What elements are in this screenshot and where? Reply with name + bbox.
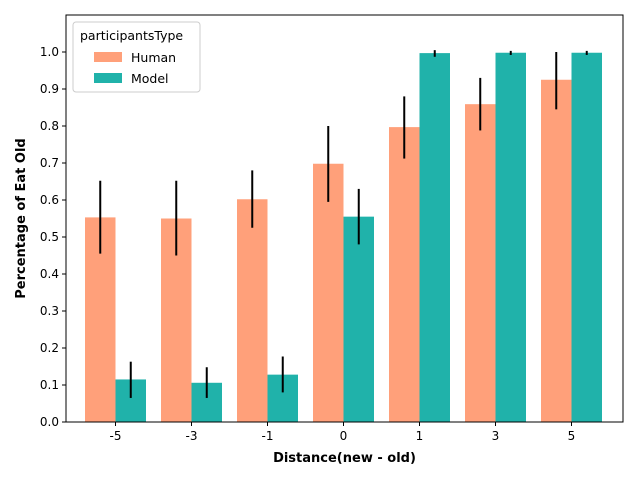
x-tick-label: 1 bbox=[416, 429, 424, 443]
legend-swatch-human bbox=[94, 52, 122, 62]
x-tick-label: 0 bbox=[340, 429, 348, 443]
x-tick-label: -3 bbox=[186, 429, 198, 443]
bar-human-0 bbox=[313, 163, 344, 423]
plot-frame bbox=[65, 14, 624, 423]
bar-human--1 bbox=[237, 199, 268, 422]
bars-layer bbox=[85, 52, 602, 423]
y-tick-label: 0.9 bbox=[40, 82, 59, 96]
bar-human-1 bbox=[389, 127, 420, 423]
y-tick-label: 0.1 bbox=[40, 378, 59, 392]
x-tick-label: 5 bbox=[568, 429, 576, 443]
y-tick-label: 0.4 bbox=[40, 267, 59, 281]
y-tick-label: 1.0 bbox=[40, 45, 59, 59]
legend-title: participantsType bbox=[80, 28, 183, 43]
bar-human-3 bbox=[465, 104, 496, 423]
y-tick-label: 0.7 bbox=[40, 156, 59, 170]
legend-label-model: Model bbox=[131, 71, 169, 86]
bar-human-5 bbox=[541, 79, 572, 422]
y-tick-label: 0.3 bbox=[40, 304, 59, 318]
bar-model-5 bbox=[571, 52, 602, 423]
x-tick-label: -5 bbox=[110, 429, 122, 443]
x-tick-label: 3 bbox=[492, 429, 500, 443]
legend-swatch-model bbox=[94, 73, 122, 83]
y-tick-label: 0.8 bbox=[40, 119, 59, 133]
y-axis-title: Percentage of Eat Old bbox=[14, 138, 29, 299]
bar-model-0 bbox=[343, 216, 374, 422]
y-tick-label: 0.2 bbox=[40, 341, 59, 355]
y-tick-label: 0.0 bbox=[40, 415, 59, 429]
x-tick-label: -1 bbox=[262, 429, 274, 443]
y-tick-label: 0.5 bbox=[40, 230, 59, 244]
error-bars-layer bbox=[99, 50, 588, 398]
y-tick-label: 0.6 bbox=[40, 193, 59, 207]
legend-label-human: Human bbox=[131, 50, 176, 65]
bar-model-3 bbox=[495, 52, 526, 423]
x-axis-title: Distance(new - old) bbox=[273, 451, 416, 466]
x-axis-ticks: -5 -3 -1 0 1 3 5 bbox=[110, 422, 576, 443]
bar-model-1 bbox=[419, 53, 450, 423]
y-axis-ticks: 0.0 0.1 0.2 0.3 0.4 0.5 0.6 0.7 0.8 0.9 1.0 bbox=[40, 45, 66, 429]
legend: participantsType Human Model bbox=[72, 21, 201, 93]
